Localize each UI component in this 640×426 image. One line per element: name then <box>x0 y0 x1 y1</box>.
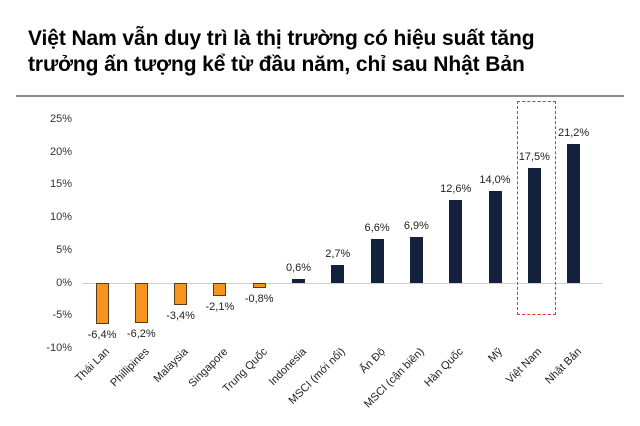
y-axis-tick-label: -10% <box>46 342 72 354</box>
y-axis-tick-label: -5% <box>52 309 72 322</box>
bar-value-label: -3,4% <box>166 309 195 322</box>
bar-value-label: -6,2% <box>126 328 156 341</box>
bar-vi-t-nam <box>527 168 541 283</box>
chart-title-line-2: trưởng ấn tượng kể từ đầu năm, chỉ sau N… <box>28 53 525 76</box>
bar--n- <box>370 239 384 283</box>
zero-axis-line <box>82 283 602 284</box>
bar-msci-m-i-n-i- <box>331 264 345 283</box>
x-axis-category-label: Phillipines <box>108 345 152 390</box>
chart-title: Việt Nam vẫn duy trì là thị trường có hi… <box>28 26 628 78</box>
y-axis-tick-label: 25% <box>49 113 72 125</box>
chart-title-line-1: Việt Nam vẫn duy trì là thị trường có hi… <box>28 27 535 50</box>
bar-value-label: 14,0% <box>479 173 511 186</box>
bar-value-label: 17,5% <box>518 151 550 164</box>
bar-value-label: 0,6% <box>285 261 312 274</box>
bar-indonesia <box>292 278 305 283</box>
bar-msci-c-n-bi-n- <box>409 237 423 283</box>
bar-phillipines <box>134 282 148 324</box>
y-axis-tick-label: 10% <box>49 211 72 224</box>
bar-malaysia <box>174 282 188 305</box>
y-axis-tick-label: 20% <box>49 145 72 158</box>
y-axis-tick-label: 15% <box>49 178 72 191</box>
x-axis-category-label: Việt Nam <box>504 345 545 387</box>
x-axis-category-label: Nhật Bản <box>542 345 584 387</box>
x-axis-category-label: Mỹ <box>486 345 506 365</box>
x-axis-category-label: Malaysia <box>151 345 191 385</box>
x-axis-category-label: Thái Lan <box>73 345 113 385</box>
bar-trung-qu-c <box>252 282 266 288</box>
bar-value-label: -0,8% <box>244 292 274 305</box>
bar-nh-t-b-n <box>567 143 581 283</box>
bar-singapore <box>213 282 227 297</box>
title-divider <box>16 95 624 97</box>
bar-value-label: 6,9% <box>403 220 429 233</box>
bar-value-label: 6,6% <box>364 222 390 235</box>
bar-value-label: 21,2% <box>557 126 590 139</box>
y-axis-tick-label: 5% <box>56 243 72 256</box>
vietnam-highlight-box <box>517 101 556 315</box>
bar-th-i-lan <box>95 282 109 325</box>
bar-value-label: 2,7% <box>325 247 351 260</box>
y-axis-tick-label: 0% <box>56 276 72 289</box>
x-axis-category-label: Ấn Độ <box>357 345 388 376</box>
bar-h-n-qu-c <box>449 200 463 283</box>
bar-value-label: -2,1% <box>205 301 235 314</box>
bar-value-label: -6,4% <box>87 329 117 342</box>
bar-m- <box>488 190 502 283</box>
bar-value-label: 12,6% <box>440 183 472 196</box>
x-axis-category-label: Hàn Quốc <box>422 345 466 390</box>
